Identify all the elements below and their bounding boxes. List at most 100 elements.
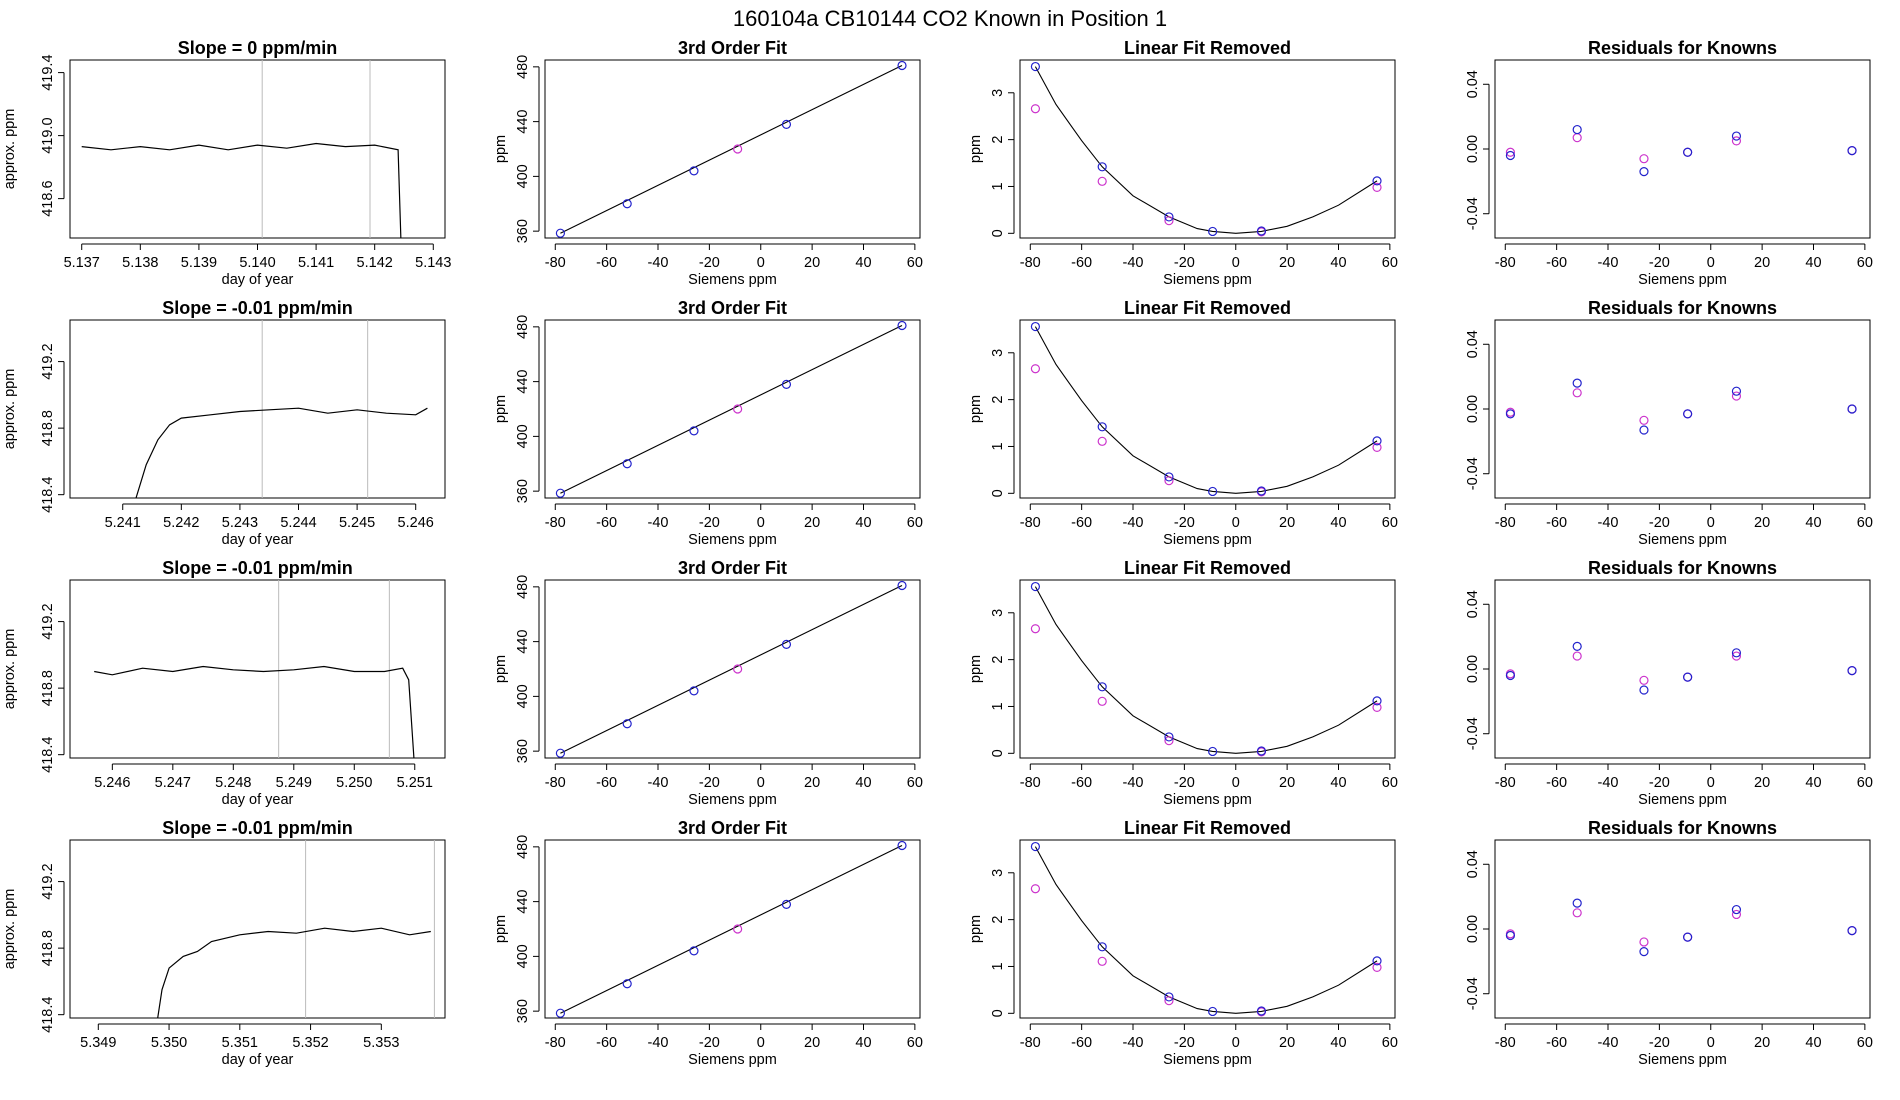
x-tick-label: -20 xyxy=(699,1035,720,1051)
y-tick-label: 418.4 xyxy=(40,477,56,513)
plot-frame xyxy=(1494,839,1871,1019)
blue-point xyxy=(1731,904,1742,915)
y-tick-label: 400 xyxy=(515,164,531,188)
x-tick-label: -80 xyxy=(1020,255,1041,271)
chart-title: 3rd Order Fit xyxy=(678,558,787,578)
x-tick-label: 20 xyxy=(804,255,820,271)
blue-point xyxy=(1572,378,1582,388)
blue-point xyxy=(1731,648,1742,658)
magenta-point xyxy=(1030,884,1041,894)
x-tick-label: -60 xyxy=(1546,775,1567,791)
x-tick-label: -80 xyxy=(1495,1035,1516,1051)
blue-point xyxy=(622,199,632,209)
x-tick-label: 0 xyxy=(1707,515,1715,531)
x-tick-label: 0 xyxy=(757,775,765,791)
x-tick-label: 60 xyxy=(907,255,923,271)
chart-panel: Slope = 0 ppm/min 5.137 5.138 5.139 5.140 5.1… xyxy=(2,38,451,288)
x-axis-label: Siemens ppm xyxy=(688,272,777,288)
chart-panel: 3rd Order Fit -80 -60 -40 -20 0 20 40 60 Siemens … xyxy=(493,298,923,548)
x-tick-label: 60 xyxy=(1382,775,1398,791)
x-tick-label: 5.143 xyxy=(415,255,451,271)
magenta-point xyxy=(1164,216,1174,226)
plot-area xyxy=(555,580,907,758)
magenta-point xyxy=(1639,154,1649,164)
blue-point xyxy=(1683,147,1693,157)
y-axis-label: ppm xyxy=(493,135,509,163)
magenta-point xyxy=(1731,651,1742,661)
x-tick-label: 5.246 xyxy=(94,775,130,791)
x-axis-label: Siemens ppm xyxy=(1638,1052,1727,1068)
x-tick-label: 5.138 xyxy=(122,255,158,271)
x-axis-label: day of year xyxy=(222,272,294,288)
x-tick-label: 5.248 xyxy=(215,775,251,791)
x-tick-label: -80 xyxy=(1020,1035,1041,1051)
x-tick-label: 0 xyxy=(1232,515,1240,531)
chart-title: Linear Fit Removed xyxy=(1124,38,1291,58)
y-axis-label: ppm xyxy=(968,395,984,423)
magenta-point xyxy=(1097,956,1107,966)
y-tick-label: 360 xyxy=(515,479,531,503)
blue-point xyxy=(1164,472,1174,482)
x-tick-label: 0 xyxy=(1707,1035,1715,1051)
fit-line xyxy=(560,324,903,494)
x-tick-label: -40 xyxy=(1123,255,1144,271)
blue-point xyxy=(1505,930,1516,941)
x-tick-label: 0 xyxy=(757,515,765,531)
plot-area xyxy=(1030,321,1382,497)
x-tick-label: 60 xyxy=(907,515,923,531)
chart-panel: Slope = -0.01 ppm/min 5.241 5.242 5.243 5.24… xyxy=(2,298,446,548)
magenta-point xyxy=(1731,391,1742,401)
chart-title: Residuals for Knowns xyxy=(1588,298,1777,318)
chart-panel: Slope = -0.01 ppm/min 5.349 5.350 5.351 5.35… xyxy=(2,818,446,1068)
blue-point xyxy=(781,379,792,389)
blue-point xyxy=(1683,409,1693,419)
x-tick-label: 20 xyxy=(1279,255,1295,271)
x-tick-label: 5.246 xyxy=(398,515,434,531)
x-tick-label: -60 xyxy=(596,255,617,271)
y-tick-label: 418.8 xyxy=(40,930,56,966)
x-tick-label: -60 xyxy=(1546,1035,1567,1051)
plot-area xyxy=(1505,898,1857,957)
chart-title: 3rd Order Fit xyxy=(678,818,787,838)
magenta-point xyxy=(1372,442,1382,453)
magenta-point xyxy=(733,664,743,674)
blue-point xyxy=(1372,176,1382,186)
plot-frame xyxy=(544,59,921,239)
plot-area xyxy=(1505,378,1857,435)
x-tick-label: -80 xyxy=(1495,255,1516,271)
x-tick-label: 5.352 xyxy=(292,1035,328,1051)
x-axis-label: day of year xyxy=(222,532,294,548)
y-tick-label: 2 xyxy=(990,136,1006,144)
y-tick-label: 360 xyxy=(515,739,531,763)
x-tick-label: 5.250 xyxy=(336,775,372,791)
x-tick-label: 20 xyxy=(1754,515,1770,531)
blue-point xyxy=(1505,150,1516,161)
y-tick-label: 2 xyxy=(990,916,1006,924)
blue-point xyxy=(897,60,907,71)
x-tick-label: 20 xyxy=(804,775,820,791)
magenta-point xyxy=(1097,436,1107,446)
x-tick-label: 0 xyxy=(1707,255,1715,271)
x-tick-label: -80 xyxy=(1020,775,1041,791)
blue-point xyxy=(1097,422,1107,432)
blue-point xyxy=(1683,932,1693,942)
x-tick-label: -60 xyxy=(596,515,617,531)
x-tick-label: -40 xyxy=(648,515,669,531)
blue-point xyxy=(1372,956,1382,966)
magenta-point xyxy=(1639,415,1649,425)
y-tick-label: 418.4 xyxy=(40,737,56,773)
x-tick-label: 5.349 xyxy=(80,1035,116,1051)
chart-title: 3rd Order Fit xyxy=(678,38,787,58)
plot-area xyxy=(1030,841,1382,1017)
plot-area xyxy=(555,320,907,498)
plot-frame xyxy=(69,59,446,239)
x-tick-label: 40 xyxy=(1805,1035,1821,1051)
blue-point xyxy=(897,320,907,331)
blue-point xyxy=(689,426,699,436)
fit-curve xyxy=(1034,66,1378,234)
x-tick-label: 5.351 xyxy=(222,1035,258,1051)
x-tick-label: 60 xyxy=(907,775,923,791)
x-tick-label: -60 xyxy=(1071,1035,1092,1051)
chart-panel: Residuals for Knowns -80 -60 -40 -20 0 20 40 60 S… xyxy=(1465,298,1873,548)
x-tick-label: 0 xyxy=(1707,775,1715,791)
